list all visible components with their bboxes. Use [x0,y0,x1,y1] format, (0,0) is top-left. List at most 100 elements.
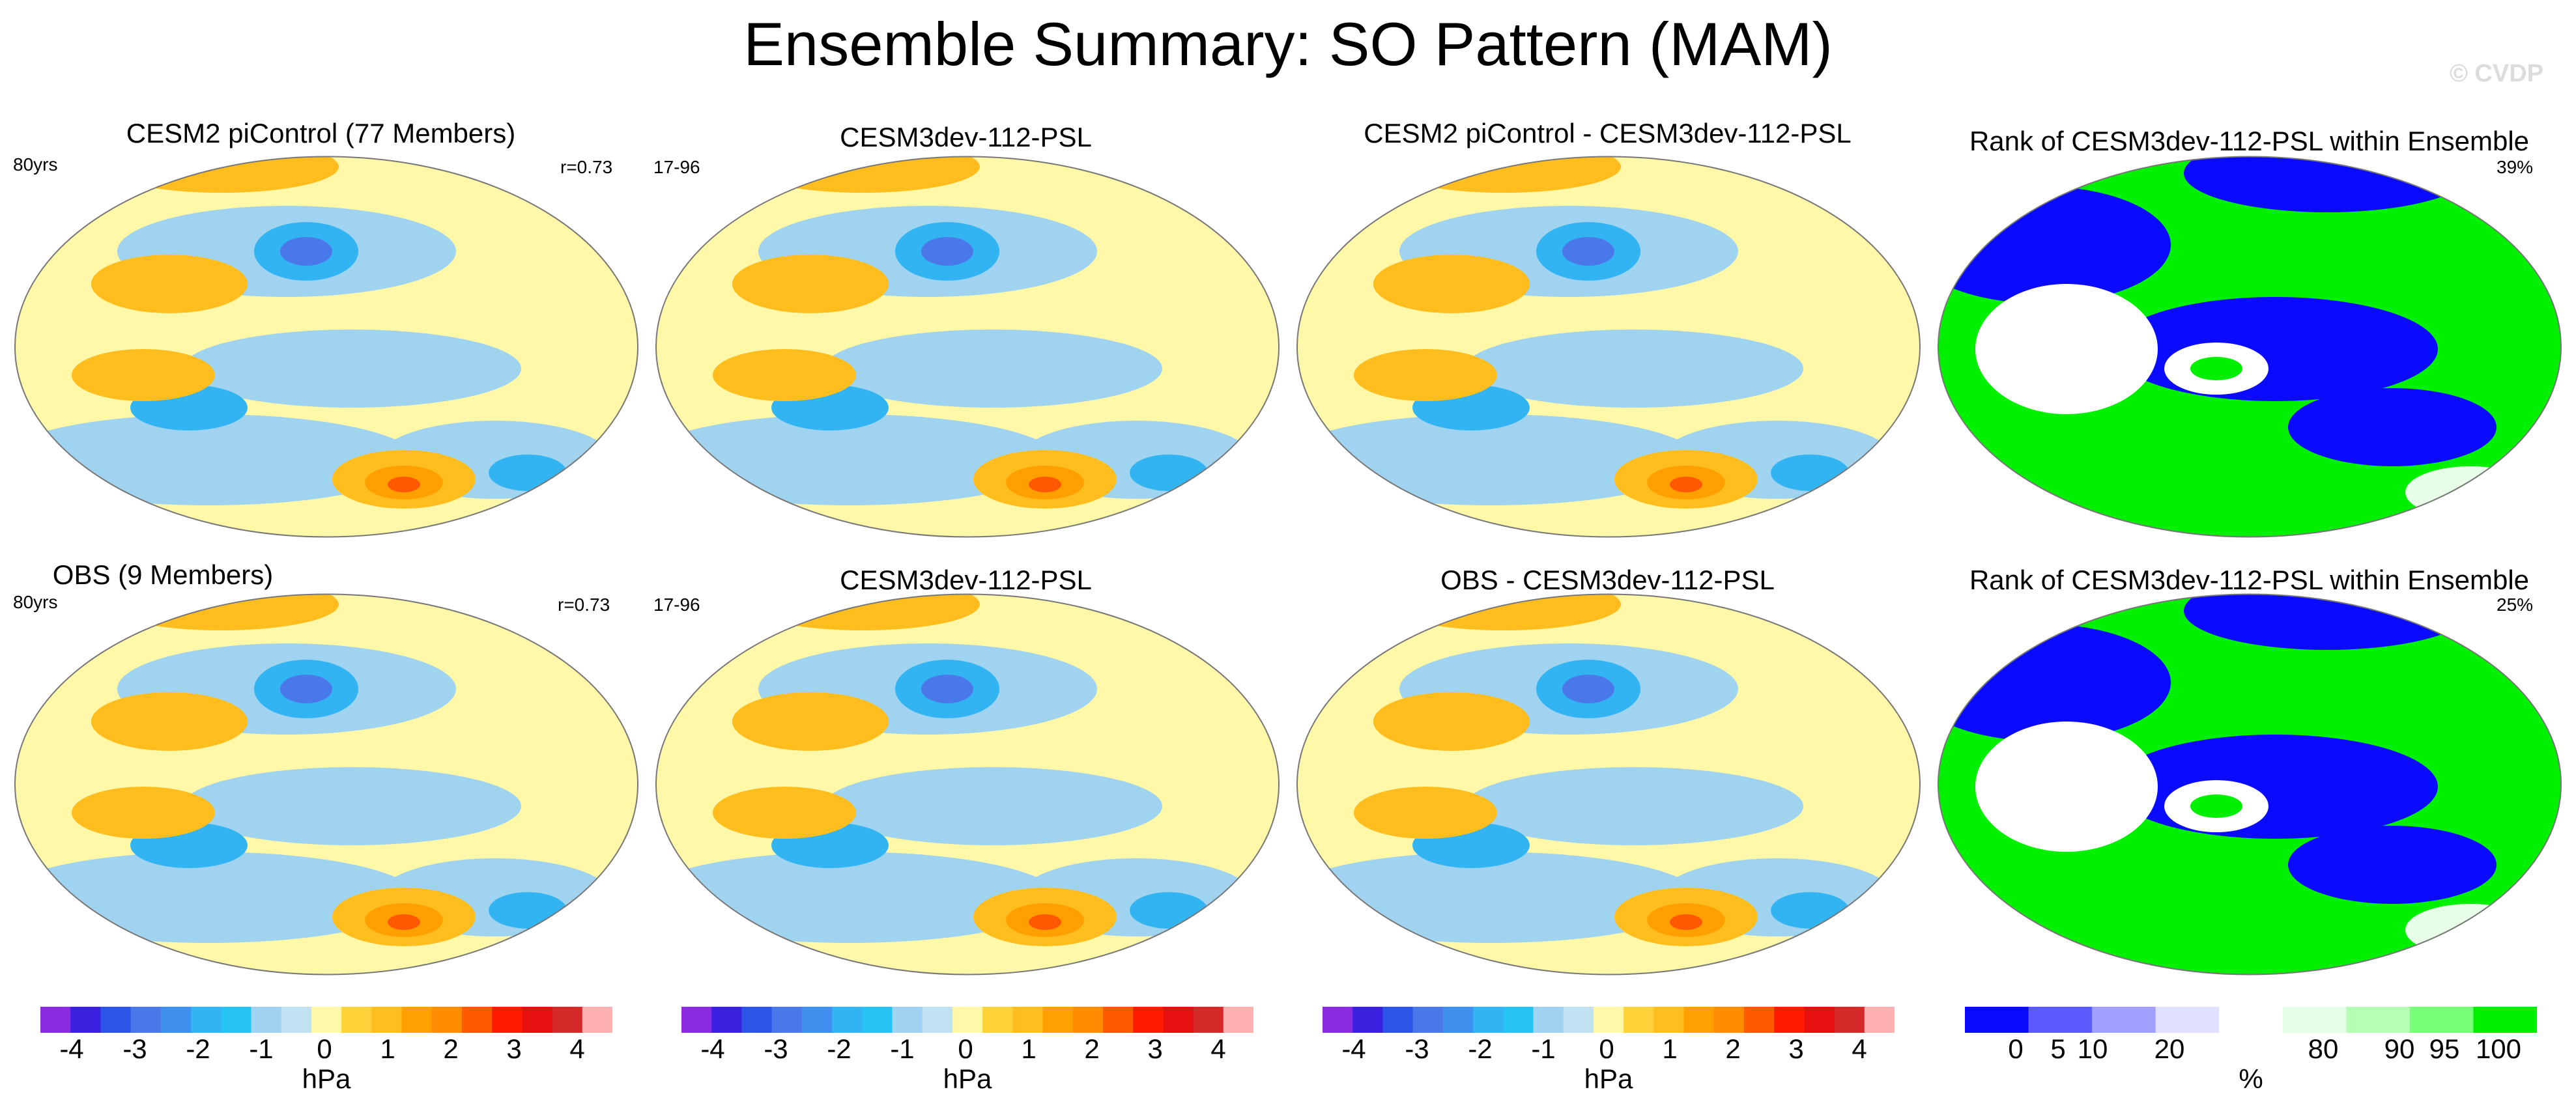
colorbar-swatch [1163,1007,1194,1033]
colorbar-tick-label: -2 [827,1033,852,1064]
colorbar-tick-label: 80 [2308,1033,2339,1064]
panel-title-r2-c3: OBS - CESM3dev-112-PSL [1440,565,1775,595]
colorbar-tick-label: -3 [1405,1033,1429,1064]
psl-map-r1-c2 [655,156,1280,538]
colorbar-swatch [1012,1007,1044,1033]
colorbar-swatch [431,1007,463,1033]
colorbar-swatch [2346,1007,2411,1033]
colorbar-tick-label: 1 [380,1033,395,1064]
panel-title-r1-c1: CESM2 piControl (77 Members) [126,118,516,148]
colorbar-units-2: hPa [943,1063,992,1094]
colorbar-tick-label: 100 [2475,1033,2522,1064]
psl-map-r1-c3 [1296,156,1921,538]
panel-years-r1-c1: 80yrs [13,154,58,175]
colorbar-swatch [251,1007,282,1033]
colorbar-swatch [522,1007,553,1033]
colorbar-tick-label: 2 [443,1033,459,1064]
colorbar-swatch [1683,1007,1715,1033]
colorbar-tick-label: -3 [122,1033,147,1064]
psl-map-r1-c1 [14,156,638,538]
colorbar-swatch [1624,1007,1654,1033]
colorbar-tick-label: -2 [1468,1033,1493,1064]
colorbar-hpa-3 [1323,1007,1895,1033]
colorbar-units-1: hPa [302,1063,351,1094]
colorbar-tick-label: 20 [2154,1033,2185,1064]
colorbar-swatch [1864,1007,1895,1033]
panel-years-r2-c2: 17-96 [653,595,700,615]
colorbar-swatch [771,1007,803,1033]
colorbar-swatch [1593,1007,1624,1033]
colorbar-tick-label: 1 [1662,1033,1678,1064]
colorbar-tick-label: 4 [1210,1033,1226,1064]
colorbar-tick-label: -4 [1341,1033,1366,1064]
panel-title-r1-c3: CESM2 piControl - CESM3dev-112-PSL [1364,118,1852,148]
copyright-watermark: © CVDP [2449,60,2543,87]
colorbar-tick-label: 2 [1084,1033,1100,1064]
colorbar-tick-label: -3 [764,1033,788,1064]
colorbar-swatch [492,1007,522,1033]
colorbar-swatch [281,1007,312,1033]
colorbar-units-4: % [2239,1063,2263,1094]
colorbar-swatch [552,1007,583,1033]
panel-title-r1-c4: Rank of CESM3dev-112-PSL within Ensemble [1969,126,2530,156]
colorbar-swatch [1072,1007,1104,1033]
rank-map-r1-c4 [1938,156,2562,538]
colorbar-tick-label: 0 [1599,1033,1614,1064]
colorbar-swatch [681,1007,712,1033]
colorbar-tick-label: 3 [1147,1033,1163,1064]
colorbar-swatch [2155,1007,2220,1033]
colorbar-swatch [582,1007,612,1033]
panel-title-r2-c4: Rank of CESM3dev-112-PSL within Ensemble [1969,565,2530,595]
colorbar-tick-label: 90 [2384,1033,2415,1064]
colorbar-swatch [1713,1007,1745,1033]
colorbar-tick-label: -4 [59,1033,84,1064]
colorbar-tick-label: 2 [1725,1033,1741,1064]
colorbar-swatch [1382,1007,1414,1033]
colorbar-tick-label: 0 [2008,1033,2024,1064]
colorbar-swatch [1102,1007,1134,1033]
colorbar-swatch [1653,1007,1685,1033]
colorbar-tick-label: 95 [2429,1033,2460,1064]
colorbar-rank [1965,1007,2537,1033]
colorbar-tick-label: 1 [1021,1033,1037,1064]
colorbar-hpa-2 [681,1007,1253,1033]
panel-years-r2-c1: 80yrs [13,592,58,612]
colorbar-swatch [341,1007,372,1033]
panel-correlation-r1-c1: r=0.73 [560,157,613,177]
colorbar-tick-label: -4 [700,1033,725,1064]
colorbar-swatch [832,1007,863,1033]
psl-map-r2-c1 [14,593,638,976]
colorbar-tick-label: 3 [506,1033,522,1064]
colorbar-tick-label: 4 [569,1033,585,1064]
colorbar-swatch [1323,1007,1353,1033]
colorbar-tick-label: 0 [958,1033,973,1064]
colorbar-swatch [40,1007,71,1033]
colorbar-swatch [371,1007,403,1033]
colorbar-swatch [1133,1007,1164,1033]
colorbar-swatch [711,1007,742,1033]
colorbar-units-3: hPa [1584,1063,1633,1094]
colorbar-tick-label: -1 [1531,1033,1556,1064]
colorbar-tick-label: 0 [317,1033,332,1064]
colorbar-swatch [191,1007,222,1033]
colorbar-swatch [1442,1007,1474,1033]
panel-title-r1-c2: CESM3dev-112-PSL [840,122,1092,152]
colorbar-swatch [1412,1007,1444,1033]
colorbar-swatch [1193,1007,1224,1033]
colorbar-swatch [801,1007,833,1033]
colorbar-swatch [2409,1007,2474,1033]
panel-title-r2-c2: CESM3dev-112-PSL [840,565,1092,595]
colorbar-swatch [862,1007,893,1033]
colorbar-swatch [1965,1007,2029,1033]
colorbar-swatch [982,1007,1013,1033]
colorbar-swatch [2028,1007,2093,1033]
colorbar-swatch [1774,1007,1805,1033]
colorbar-swatch [1834,1007,1865,1033]
colorbar-swatch [1042,1007,1074,1033]
colorbar-swatch [1804,1007,1835,1033]
colorbar-swatch [1533,1007,1564,1033]
colorbar-tick-label: 5 [2050,1033,2066,1064]
colorbar-swatch [952,1007,983,1033]
colorbar-swatch [2282,1007,2347,1033]
colorbar-swatch [1563,1007,1594,1033]
